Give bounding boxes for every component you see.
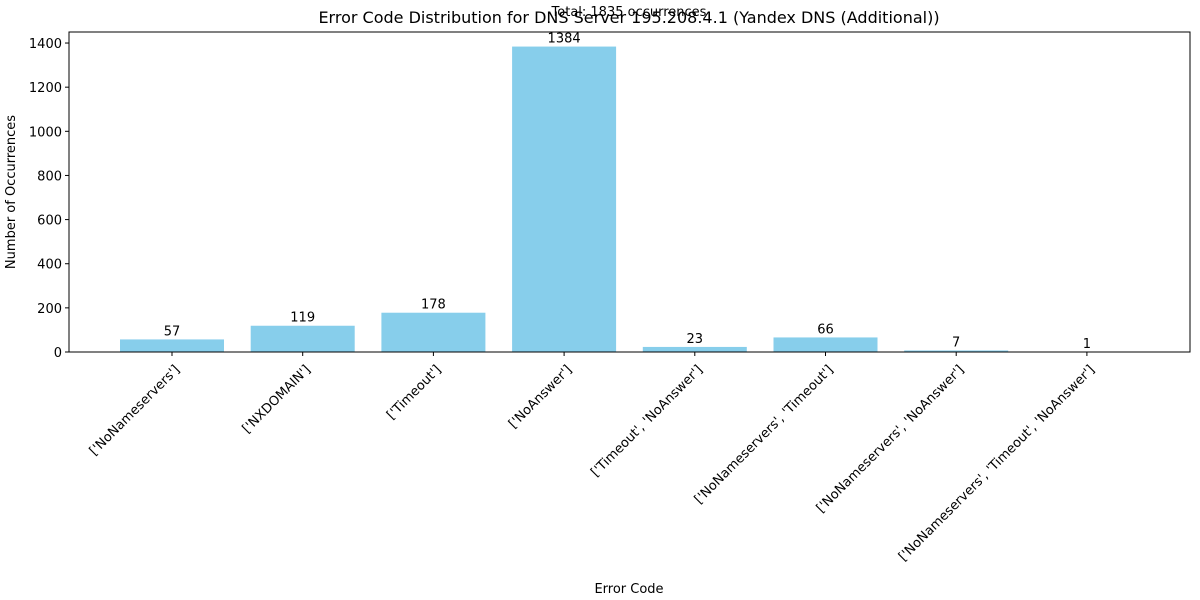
bar-value-label: 7	[952, 335, 960, 350]
y-axis-label: Number of Occurrences	[4, 115, 19, 269]
bar-value-label: 1384	[548, 32, 581, 47]
x-tick-label: ['NoNameservers']	[87, 362, 183, 458]
bar-value-label: 178	[421, 298, 446, 313]
bar-value-label: 66	[817, 322, 834, 337]
chart-title: Error Code Distribution for DNS Server 1…	[318, 8, 939, 27]
bar	[120, 339, 224, 352]
bar-labels: 57 119 178 1384 23 66 7 1	[164, 32, 1091, 352]
y-tick-label: 600	[37, 214, 62, 229]
x-tick-label: ['Timeout']	[384, 362, 444, 422]
x-tick-label: ['NXDOMAIN']	[240, 362, 314, 436]
bar	[904, 350, 1009, 352]
bar	[512, 46, 617, 352]
plot-frame	[68, 31, 1191, 353]
bar	[250, 325, 355, 352]
y-tick-label: 1000	[29, 125, 62, 140]
x-tick-label: ['NoNameservers', 'Timeout']	[692, 362, 837, 507]
chart-subtitle: Total: 1835 occurrences	[551, 5, 707, 20]
x-tick-label: ['NoNameservers', 'NoAnswer']	[814, 362, 968, 516]
y-tick-label: 800	[37, 169, 62, 184]
y-tick-label: 0	[54, 346, 62, 361]
y-tick-label: 400	[37, 258, 62, 273]
x-axis-ticks: ['NoNameservers'] ['NXDOMAIN'] ['Timeout']…	[87, 352, 1098, 565]
y-tick-label: 1400	[29, 37, 62, 52]
y-tick-label: 1200	[29, 81, 62, 96]
bar	[381, 312, 486, 352]
y-tick-label: 200	[37, 302, 62, 317]
bar	[642, 346, 747, 352]
x-tick-label: ['Timeout', 'NoAnswer']	[588, 362, 706, 480]
bars	[120, 46, 1139, 352]
y-axis-ticks: 0 200 400 600 800 1000 1200 1400	[29, 37, 69, 361]
bar-value-label: 119	[290, 311, 315, 326]
bar-value-label: 23	[687, 332, 704, 347]
bar-value-label: 1	[1083, 337, 1091, 352]
x-tick-label: ['NoAnswer']	[506, 362, 575, 431]
bar	[773, 337, 878, 352]
x-axis-label: Error Code	[594, 582, 663, 597]
bar-value-label: 57	[164, 324, 181, 339]
